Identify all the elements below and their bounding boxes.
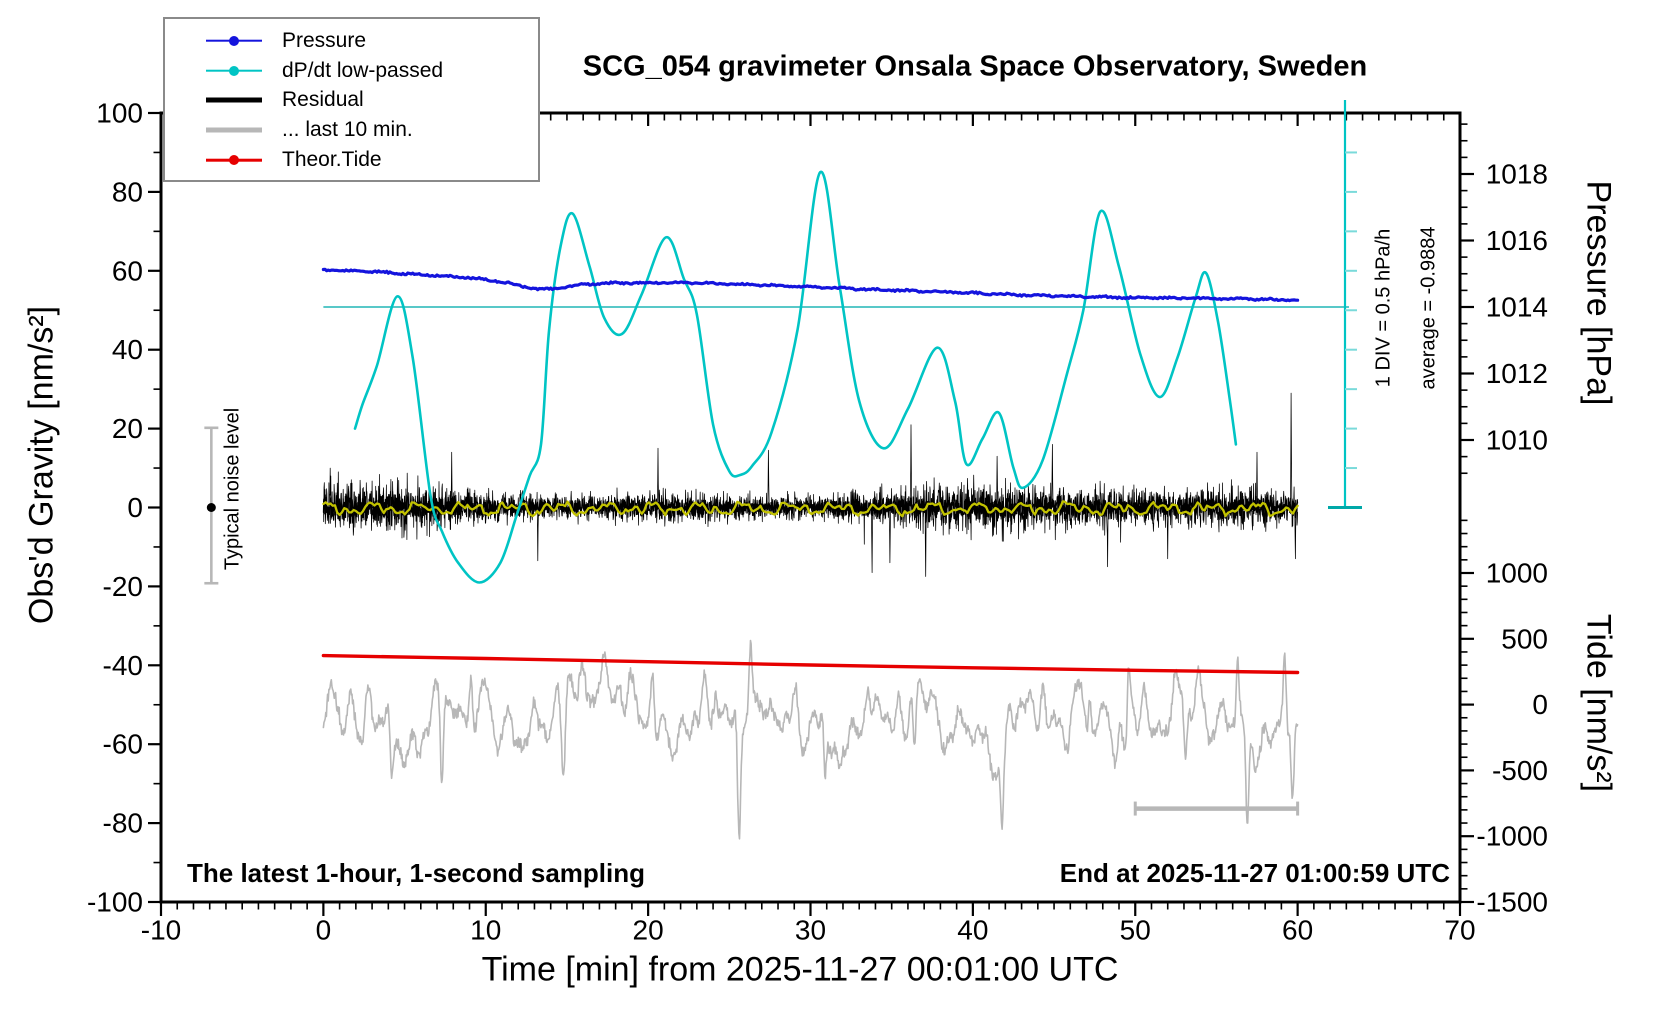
- last10-line-swatch: [206, 123, 262, 137]
- svg-text:30: 30: [795, 915, 826, 946]
- residual-line-swatch: [206, 93, 262, 107]
- svg-text:0: 0: [127, 492, 143, 523]
- svg-text:-10: -10: [141, 915, 181, 946]
- legend-label: ... last 10 min.: [282, 118, 413, 142]
- svg-text:60: 60: [112, 255, 143, 286]
- svg-text:1012: 1012: [1486, 358, 1548, 389]
- svg-text:-1500: -1500: [1476, 887, 1548, 918]
- svg-text:60: 60: [1282, 915, 1313, 946]
- pressure-line-swatch: [206, 34, 262, 48]
- tide-axis-title: Tide [nm/s²]: [1579, 613, 1618, 793]
- legend-label: Theor.Tide: [282, 148, 382, 172]
- legend-item-pressure: Pressure: [165, 26, 538, 56]
- legend: Pressure dP/dt low-passed Residual ... l…: [163, 17, 540, 182]
- legend-label: dP/dt low-passed: [282, 58, 444, 82]
- svg-text:1000: 1000: [1486, 558, 1548, 589]
- svg-text:-500: -500: [1492, 755, 1548, 786]
- svg-text:0: 0: [1532, 689, 1548, 720]
- pressure-axis-title: Pressure [hPa]: [1579, 180, 1618, 406]
- svg-text:20: 20: [112, 413, 143, 444]
- svg-text:-40: -40: [103, 650, 143, 681]
- svg-text:40: 40: [957, 915, 988, 946]
- svg-text:500: 500: [1501, 623, 1548, 654]
- svg-text:1016: 1016: [1486, 225, 1548, 256]
- average-value-label: average = -0.9884: [1417, 226, 1440, 390]
- svg-text:70: 70: [1444, 915, 1475, 946]
- legend-item-residual: Residual: [165, 86, 538, 116]
- svg-text:-1000: -1000: [1476, 821, 1548, 852]
- svg-text:50: 50: [1120, 915, 1151, 946]
- noise-level-label: Typical noise level: [221, 407, 244, 571]
- sampling-note: The latest 1-hour, 1-second sampling: [187, 858, 645, 888]
- left-axis-title: Obs'd Gravity [nm/s²]: [22, 305, 61, 625]
- svg-text:1014: 1014: [1486, 292, 1548, 323]
- svg-text:40: 40: [112, 334, 143, 365]
- svg-text:20: 20: [633, 915, 664, 946]
- legend-label: Residual: [282, 88, 364, 112]
- svg-text:1010: 1010: [1486, 425, 1548, 456]
- legend-label: Pressure: [282, 28, 367, 52]
- legend-item-theor-tide: Theor.Tide: [165, 145, 538, 175]
- svg-text:10: 10: [470, 915, 501, 946]
- svg-text:100: 100: [96, 98, 143, 129]
- legend-item-last10: ... last 10 min.: [165, 115, 538, 145]
- svg-text:-80: -80: [103, 808, 143, 839]
- svg-text:80: 80: [112, 176, 143, 207]
- legend-item-dpdt: dP/dt low-passed: [165, 56, 538, 86]
- end-time-note: End at 2025-11-27 01:00:59 UTC: [1059, 858, 1450, 888]
- chart-title: SCG_054 gravimeter Onsala Space Observat…: [582, 50, 1368, 83]
- svg-text:-60: -60: [103, 729, 143, 760]
- svg-text:0: 0: [316, 915, 332, 946]
- svg-text:1018: 1018: [1486, 159, 1548, 190]
- dpdt-line-swatch: [206, 64, 262, 78]
- scale-bar-label: 1 DIV = 0.5 hPa/h: [1372, 228, 1395, 388]
- svg-text:-20: -20: [103, 571, 143, 602]
- svg-text:-100: -100: [87, 887, 143, 918]
- x-axis-title: Time [min] from 2025-11-27 00:01:00 UTC: [481, 950, 1119, 989]
- theor-tide-line-swatch: [206, 153, 262, 167]
